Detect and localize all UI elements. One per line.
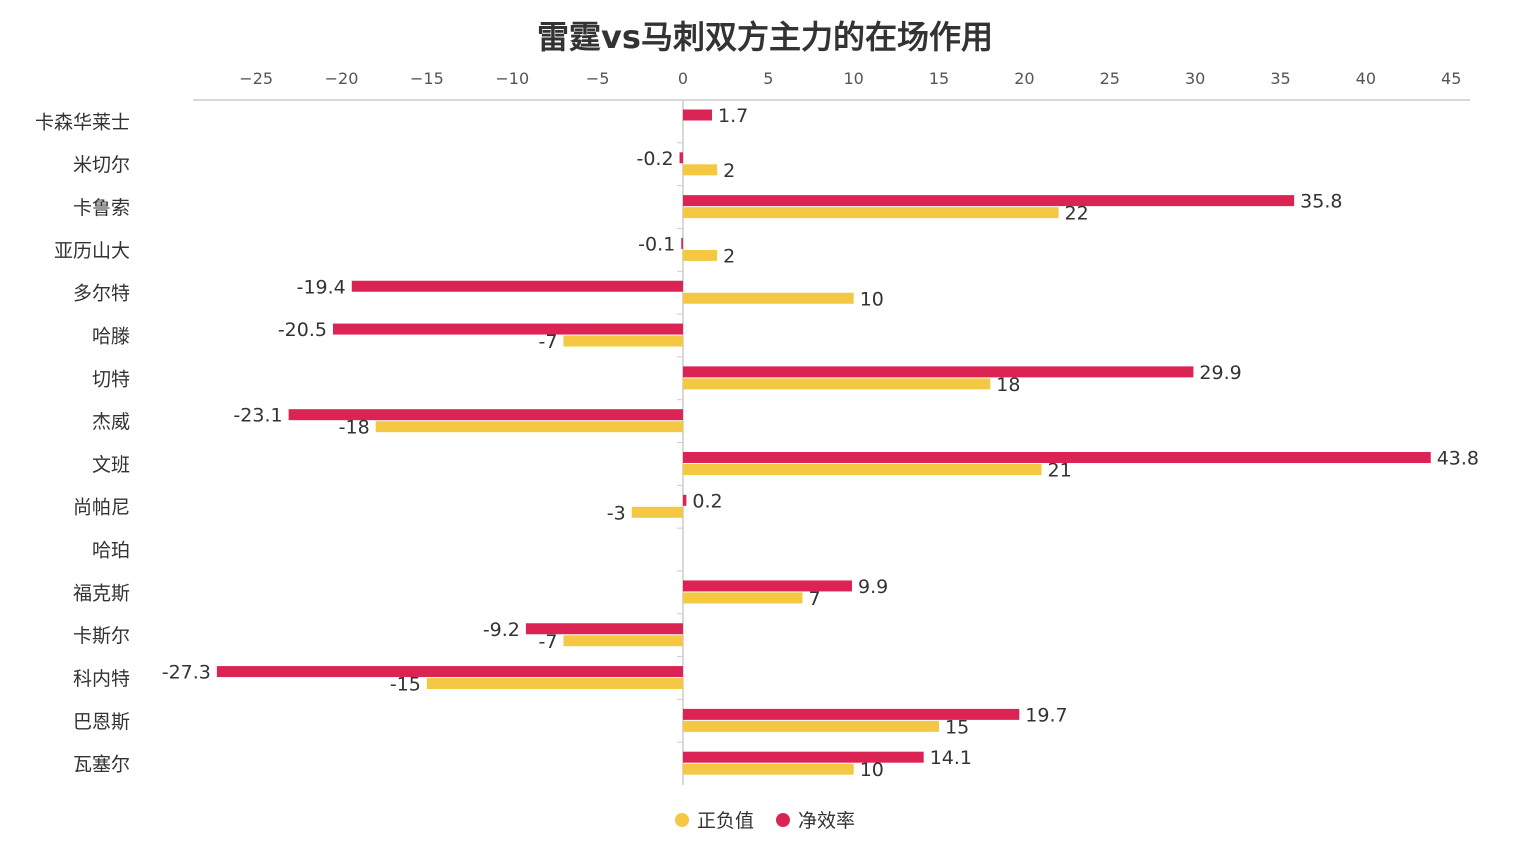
legend-swatch bbox=[674, 812, 689, 827]
category-label: 卡斯尔 bbox=[73, 625, 130, 647]
x-tick-label: 0 bbox=[678, 69, 688, 88]
data-label: 14.1 bbox=[930, 747, 972, 769]
bar-plus-minus bbox=[563, 335, 683, 347]
x-tick-label: −25 bbox=[239, 69, 273, 88]
data-label: 21 bbox=[1047, 460, 1071, 482]
bar-plus-minus bbox=[682, 378, 991, 390]
bar-net-rating bbox=[682, 708, 1020, 720]
x-tick-label: 30 bbox=[1185, 69, 1205, 88]
bar-net-rating bbox=[682, 366, 1194, 378]
data-label: 10 bbox=[860, 288, 884, 310]
x-tick-label: −5 bbox=[586, 69, 610, 88]
data-label: 2 bbox=[723, 160, 735, 182]
legend-label: 正负值 bbox=[696, 810, 754, 832]
data-label: -18 bbox=[339, 417, 370, 439]
bar-plus-minus bbox=[682, 763, 854, 775]
data-label: -0.2 bbox=[636, 148, 673, 170]
x-tick-label: 25 bbox=[1100, 69, 1120, 88]
bar-net-rating bbox=[288, 409, 683, 421]
data-label: 35.8 bbox=[1300, 191, 1342, 213]
bar-net-rating bbox=[525, 623, 683, 635]
legend-swatch bbox=[776, 812, 790, 827]
bar-plus-minus bbox=[426, 678, 683, 690]
category-label: 卡鲁索 bbox=[73, 197, 130, 219]
legend-item-net-rating[interactable]: 净效率 bbox=[776, 806, 855, 833]
bar-net-rating bbox=[682, 109, 712, 121]
x-tick-label: 40 bbox=[1356, 69, 1376, 88]
category-label: 多尔特 bbox=[73, 283, 130, 305]
data-label: -7 bbox=[539, 631, 558, 653]
data-label: -0.1 bbox=[638, 233, 675, 255]
data-label: -15 bbox=[390, 674, 421, 696]
bar-net-rating bbox=[351, 280, 683, 292]
category-label: 哈滕 bbox=[92, 325, 130, 347]
x-tick-label: −10 bbox=[495, 69, 529, 88]
data-label: 15 bbox=[945, 716, 969, 738]
data-label: -3 bbox=[607, 502, 626, 524]
data-label: -23.1 bbox=[233, 405, 282, 427]
bar-net-rating bbox=[682, 751, 924, 763]
legend-label: 净效率 bbox=[798, 810, 856, 832]
bar-net-rating bbox=[682, 494, 687, 506]
data-label: 19.7 bbox=[1025, 704, 1067, 726]
data-label: 29.9 bbox=[1199, 362, 1241, 384]
category-label: 科内特 bbox=[73, 668, 130, 690]
x-tick-label: 5 bbox=[763, 69, 773, 88]
data-label: 2 bbox=[723, 245, 735, 267]
bar-net-rating bbox=[216, 666, 683, 678]
data-label: 7 bbox=[808, 588, 820, 610]
bar-net-rating bbox=[682, 452, 1431, 463]
x-tick-label: 35 bbox=[1270, 69, 1290, 88]
data-label: 10 bbox=[860, 759, 884, 781]
bar-net-rating bbox=[681, 237, 683, 249]
data-label: 9.9 bbox=[858, 576, 888, 598]
x-tick-label: 45 bbox=[1441, 69, 1461, 88]
category-label: 卡森华莱士 bbox=[35, 111, 130, 133]
bar-plus-minus bbox=[682, 592, 803, 604]
legend-item-plus-minus[interactable]: 正负值 bbox=[674, 806, 754, 833]
data-label: 43.8 bbox=[1437, 448, 1479, 470]
bar-plus-minus bbox=[682, 464, 1042, 475]
data-label: 0.2 bbox=[692, 490, 722, 512]
category-label: 米切尔 bbox=[73, 154, 130, 176]
x-tick-label: 15 bbox=[929, 69, 949, 88]
data-label: -19.4 bbox=[297, 276, 346, 298]
data-label: -27.3 bbox=[162, 662, 211, 684]
bar-plus-minus bbox=[682, 292, 854, 304]
x-tick-label: 20 bbox=[1014, 69, 1034, 88]
data-label: -7 bbox=[539, 331, 558, 353]
bar-plus-minus bbox=[631, 506, 683, 518]
data-label: -9.2 bbox=[483, 619, 520, 641]
data-label: 1.7 bbox=[718, 105, 748, 127]
x-tick-label: 10 bbox=[844, 69, 864, 88]
bar-plus-minus bbox=[375, 421, 683, 433]
bar-net-rating bbox=[679, 152, 683, 164]
category-label: 尚帕尼 bbox=[73, 497, 130, 519]
bar-net-rating bbox=[332, 323, 683, 335]
legend: 正负值 净效率 bbox=[0, 806, 1530, 833]
category-label: 巴恩斯 bbox=[73, 711, 130, 733]
data-label: 18 bbox=[996, 374, 1020, 396]
category-label: 切特 bbox=[92, 368, 130, 390]
bar-plus-minus bbox=[563, 635, 683, 647]
category-label: 瓦塞尔 bbox=[73, 754, 130, 776]
category-label: 哈珀 bbox=[92, 540, 130, 562]
category-label: 文班 bbox=[92, 454, 130, 476]
bar-net-rating bbox=[682, 580, 852, 592]
bar-plus-minus bbox=[682, 164, 718, 176]
category-label: 福克斯 bbox=[73, 582, 130, 604]
x-tick-label: −15 bbox=[410, 69, 444, 88]
bar-plus-minus bbox=[682, 720, 940, 732]
bar-net-rating bbox=[682, 195, 1295, 207]
bar-plus-minus bbox=[682, 249, 718, 261]
x-tick-label: −20 bbox=[325, 69, 359, 88]
category-label: 杰威 bbox=[92, 411, 130, 433]
chart-title: 雷霆vs马刺双方主力的在场作用 bbox=[537, 18, 993, 56]
data-label: 22 bbox=[1065, 203, 1089, 225]
category-label: 亚历山大 bbox=[54, 240, 130, 262]
bar-plus-minus bbox=[682, 207, 1059, 219]
data-label: -20.5 bbox=[278, 319, 327, 341]
